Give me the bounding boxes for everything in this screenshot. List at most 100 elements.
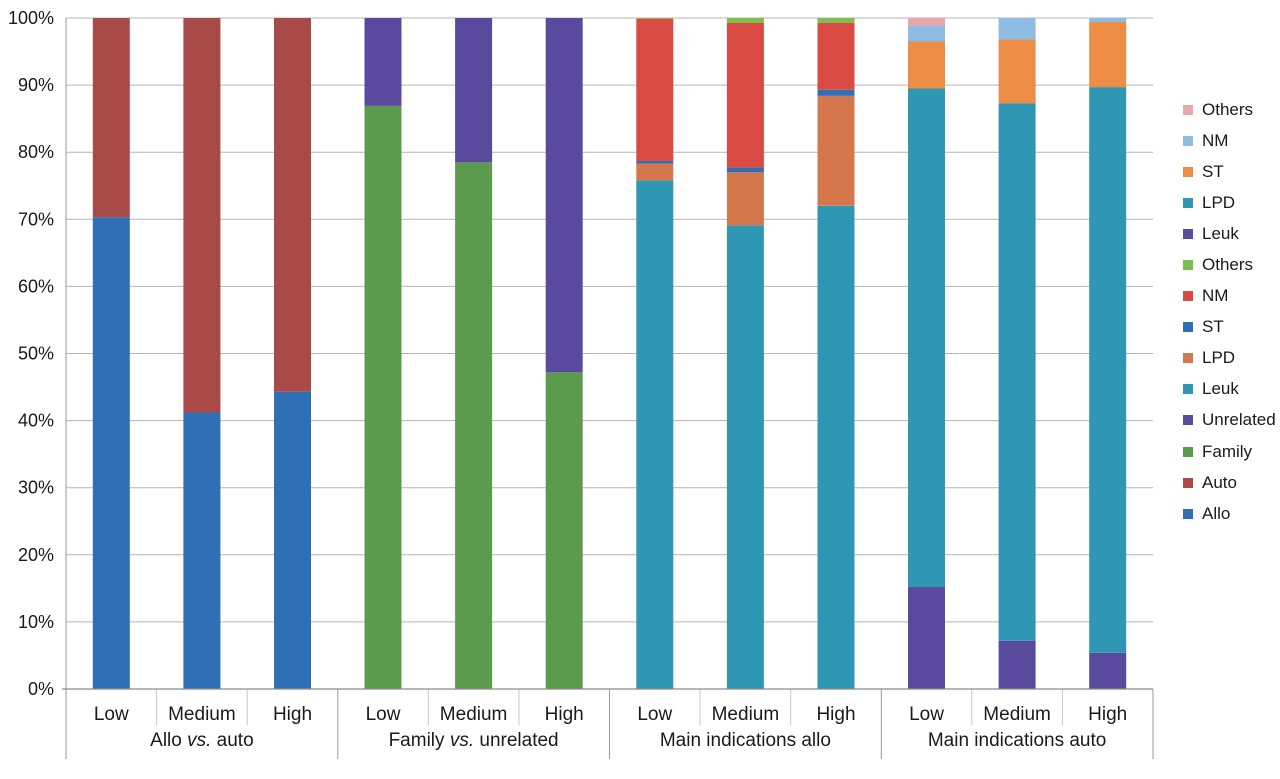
bar-segment [636, 160, 674, 164]
bar-segment [908, 88, 945, 588]
bar-segment [92, 217, 130, 690]
bar-segment [817, 95, 855, 206]
bar-segment [636, 163, 674, 181]
legend-item: Others [1183, 94, 1278, 125]
x-group-label-part: vs. [450, 730, 474, 751]
bar-segment [726, 172, 764, 226]
legend-swatch [1183, 197, 1193, 208]
legend-swatch [1183, 260, 1193, 271]
x-group-label-part: auto [211, 730, 253, 751]
bar-segment [545, 372, 583, 689]
bar-segment [636, 180, 674, 689]
legend-swatch [1183, 415, 1193, 426]
y-tick-label: 80% [18, 142, 54, 162]
legend-swatch [1183, 291, 1193, 302]
legend-swatch [1183, 384, 1193, 395]
bar-segment [1089, 87, 1127, 653]
y-tick-label: 40% [18, 411, 54, 431]
legend-label: Auto [1202, 472, 1237, 492]
legend-item: Unrelated [1183, 405, 1278, 436]
y-tick-label: 90% [18, 75, 54, 95]
legend-label: Leuk [1202, 379, 1239, 399]
legend-item: Allo [1183, 498, 1278, 529]
bar-segment [364, 18, 402, 106]
legend-item: Leuk [1183, 218, 1278, 249]
bar-segment [455, 18, 493, 163]
x-category-label: High [1088, 704, 1127, 725]
bar-segment [1089, 18, 1127, 22]
legend-label: Family [1202, 441, 1253, 461]
legend-label: ST [1202, 317, 1224, 337]
legend-label: Unrelated [1202, 410, 1276, 430]
bar-segment [364, 105, 402, 689]
legend-label: LPD [1202, 192, 1236, 212]
y-tick-label: 10% [18, 612, 54, 632]
legend-swatch [1183, 166, 1193, 177]
bar-segment [726, 167, 764, 173]
x-category-label: Medium [168, 704, 236, 725]
bar-segment [183, 412, 221, 689]
y-tick-label: 70% [18, 209, 54, 229]
legend-item: Family [1183, 436, 1278, 467]
x-group-label-part: Family [389, 730, 450, 751]
y-tick-label: 60% [18, 276, 54, 296]
bar-segment [455, 162, 493, 690]
bar-segment [726, 225, 764, 690]
x-category-label: Low [909, 704, 944, 725]
legend-item: ST [1183, 312, 1278, 343]
x-group-label: Allo vs. auto [150, 730, 254, 751]
legend-swatch [1183, 104, 1193, 115]
y-tick-label: 100% [8, 8, 54, 28]
legend-item: Leuk [1183, 374, 1278, 405]
x-group-label: Main indications allo [660, 730, 831, 751]
legend-item: Others [1183, 249, 1278, 280]
bar-segment [636, 18, 674, 162]
x-category-label: Medium [440, 704, 508, 725]
bar-segment [908, 18, 945, 26]
bar-segment [1089, 22, 1127, 88]
bar-segment [726, 22, 764, 168]
bar-segment [1089, 652, 1127, 689]
bar-segment [908, 587, 945, 689]
legend-swatch [1183, 322, 1193, 333]
legend-item: NM [1183, 125, 1278, 156]
legend-item: ST [1183, 156, 1278, 187]
bar-segment [636, 18, 674, 19]
bar-segment [817, 18, 855, 23]
y-tick-label: 30% [18, 478, 54, 498]
bar-segment [92, 18, 130, 218]
legend-label: NM [1202, 130, 1229, 150]
x-group-label-part: Main indications allo [660, 730, 831, 751]
y-tick-label: 0% [28, 679, 54, 699]
x-category-label: High [545, 704, 584, 725]
legend-label: LPD [1202, 348, 1236, 368]
legend-label: Others [1202, 255, 1254, 275]
x-group-label: Main indications auto [928, 730, 1107, 751]
x-category-label: Medium [712, 704, 780, 725]
x-category-label: Medium [983, 704, 1051, 725]
legend-swatch [1183, 135, 1193, 146]
legend-label: ST [1202, 161, 1224, 181]
x-category-label: Low [637, 704, 672, 725]
legend-item: Auto [1183, 467, 1278, 498]
bar-segment [908, 41, 945, 89]
x-group-label: Family vs. unrelated [389, 730, 559, 751]
bar-segment [183, 18, 221, 413]
x-category-label: Low [366, 704, 401, 725]
bar-segment [998, 18, 1036, 40]
bar-segment [817, 205, 855, 689]
x-category-label: High [816, 704, 855, 725]
legend-label: Allo [1202, 503, 1231, 523]
bar-segment [908, 25, 945, 42]
bar-segment [274, 391, 311, 689]
legend-swatch [1183, 353, 1193, 364]
legend-swatch [1183, 228, 1193, 239]
y-tick-label: 50% [18, 344, 54, 364]
bar-segment [998, 640, 1036, 689]
legend-label: NM [1202, 286, 1229, 306]
bar-segment [817, 22, 855, 90]
legend-label: Others [1202, 99, 1254, 119]
bar-segment [817, 89, 855, 96]
